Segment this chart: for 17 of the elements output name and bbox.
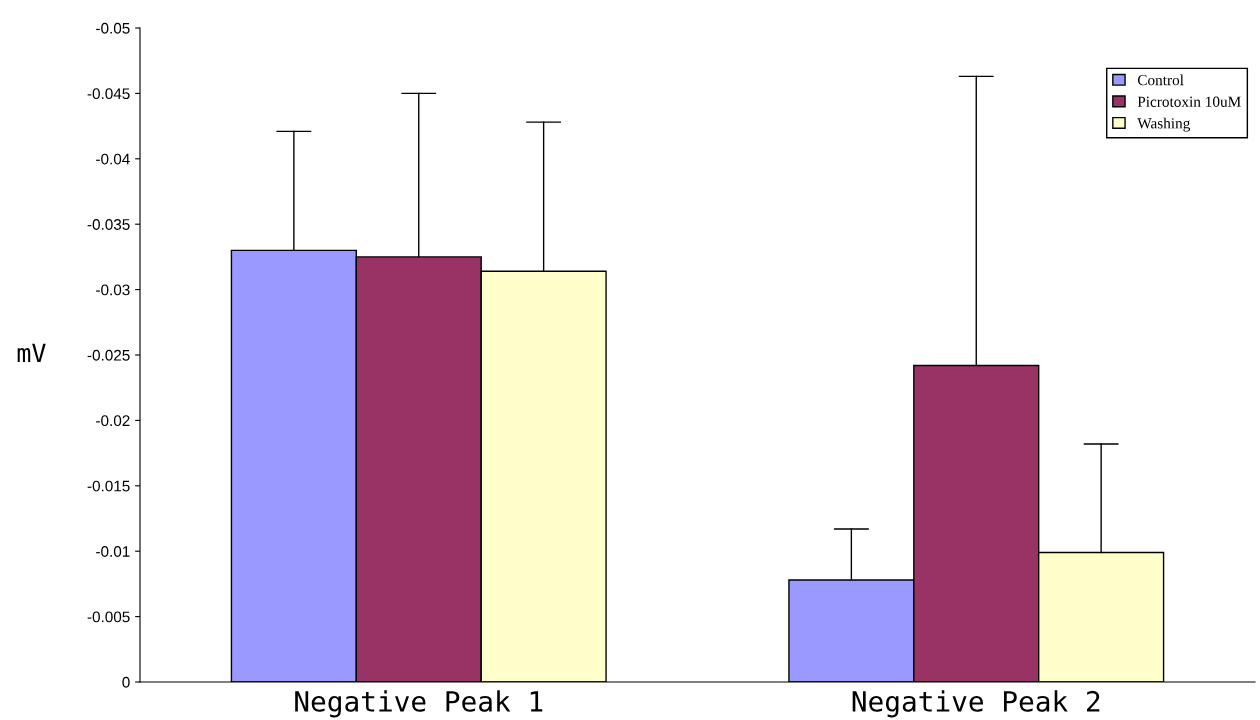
y-tick-label: -0.045 — [87, 88, 130, 100]
y-tick-label: -0.015 — [87, 480, 130, 492]
y-tick-label: -0.005 — [87, 611, 130, 623]
x-tick-label: Negative Peak 2 — [852, 690, 1100, 718]
x-tick-label: Negative Peak 1 — [295, 690, 543, 718]
y-tick-label: 0 — [122, 676, 130, 688]
y-tick-label: -0.025 — [87, 349, 130, 361]
y-tick-label: -0.05 — [96, 22, 130, 34]
legend-label: Washing — [1137, 117, 1191, 132]
y-tick-label: -0.01 — [96, 546, 130, 557]
y-axis-title: mV — [17, 343, 46, 362]
y-tick-label: -0.02 — [96, 415, 130, 427]
y-tick-label: -0.04 — [96, 153, 130, 165]
legend-label: Control — [1137, 74, 1184, 86]
y-tick-label: -0.035 — [87, 219, 130, 230]
y-tick-label: -0.03 — [96, 284, 130, 296]
legend-label: Picrotoxin 10uM — [1137, 96, 1241, 107]
